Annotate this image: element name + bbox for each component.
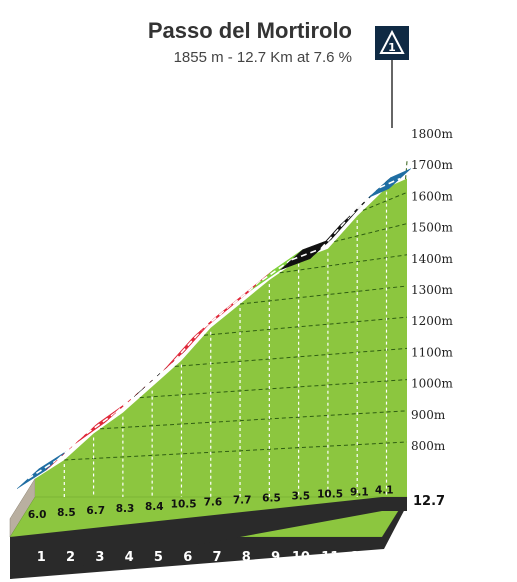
km-tick-label: 10: [292, 550, 310, 565]
profile-area-fill: [35, 178, 407, 498]
elevation-gridline: [174, 347, 408, 367]
elevation-gridline: [334, 223, 408, 243]
km-tick-label: 12: [350, 550, 368, 565]
grade-band-centerline: [261, 259, 293, 281]
elevation-tick-label: 1600m: [411, 189, 454, 203]
badge-category: 1: [388, 41, 396, 54]
elevation-gridline: [279, 254, 408, 274]
km-tick-label: 2: [66, 550, 75, 565]
grade-percent-label: 10.5: [171, 499, 197, 511]
grade-percent-label: 7.7: [233, 495, 252, 507]
chart-title: Passo del Mortirolo: [148, 18, 352, 43]
grade-percent-label: 3.5: [291, 491, 310, 503]
total-km-label: 12.7: [413, 494, 445, 509]
elevation-tick-label: 1000m: [411, 377, 454, 391]
elevation-tick-label: 900m: [411, 408, 446, 422]
grade-band-centerline: [320, 215, 351, 250]
elevation-tick-label: 1300m: [411, 283, 454, 297]
km-tick-label: 3: [95, 550, 104, 565]
grade-percent-label: 8.4: [145, 501, 164, 513]
grade-percent-label: 8.5: [57, 507, 76, 519]
km-tick-label: 6: [183, 550, 192, 565]
elevation-tick-label: 1700m: [411, 158, 454, 172]
grade-band-centerline: [379, 177, 401, 189]
grade-percent-label: 7.6: [204, 497, 223, 509]
grade-percent-label: 6.5: [262, 493, 281, 505]
grade-band-centerline: [173, 327, 205, 362]
grade-band-centerline: [291, 248, 322, 261]
km-tick-label: 1: [37, 550, 46, 565]
km-tick-label: 4: [125, 550, 134, 565]
grade-band-centerline: [86, 411, 117, 435]
elevation-tick-label: 1500m: [411, 221, 454, 235]
elevation-gridline: [204, 316, 408, 336]
km-axis-base: [10, 497, 407, 579]
profile-layer: 800m900m1000m1100m1200m1300m1400m1500m16…: [9, 127, 454, 579]
km-tick-label: 11: [321, 550, 339, 565]
elevation-gridline: [64, 441, 408, 461]
grade-percent-label: 9.1: [350, 486, 369, 498]
elevation-tick-label: 1800m: [411, 127, 454, 141]
grade-percent-label: 6.7: [86, 505, 105, 517]
grade-percent-label: 8.3: [116, 503, 135, 515]
grade-band-centerline: [203, 303, 234, 329]
elevation-gridline: [139, 379, 408, 399]
mountain-triangle-icon: [379, 29, 405, 54]
km-tick-label: 9: [271, 550, 280, 565]
grade-percent-label: 6.0: [28, 509, 47, 521]
elevation-gridline: [100, 410, 408, 430]
grade-percent-label: 4.1: [375, 485, 394, 497]
elevation-tick-label: 1100m: [411, 345, 454, 359]
grade-band-centerline: [232, 279, 263, 305]
climb-category-badge: 1: [375, 26, 409, 128]
chart-subtitle: 1855 m - 12.7 Km at 7.6 %: [174, 49, 352, 66]
km-tick-label: 7: [213, 550, 222, 565]
km-tick-label: 5: [154, 550, 163, 565]
elevation-gridline: [405, 161, 408, 180]
elevation-tick-label: 800m: [411, 439, 446, 453]
km-tick-label: 8: [242, 550, 251, 565]
elevation-gridline: [362, 191, 408, 211]
elevation-tick-label: 1200m: [411, 314, 454, 328]
elevation-tick-label: 1400m: [411, 252, 454, 266]
grade-band-centerline: [27, 459, 58, 480]
grade-percent-label: 10.5: [317, 489, 343, 501]
